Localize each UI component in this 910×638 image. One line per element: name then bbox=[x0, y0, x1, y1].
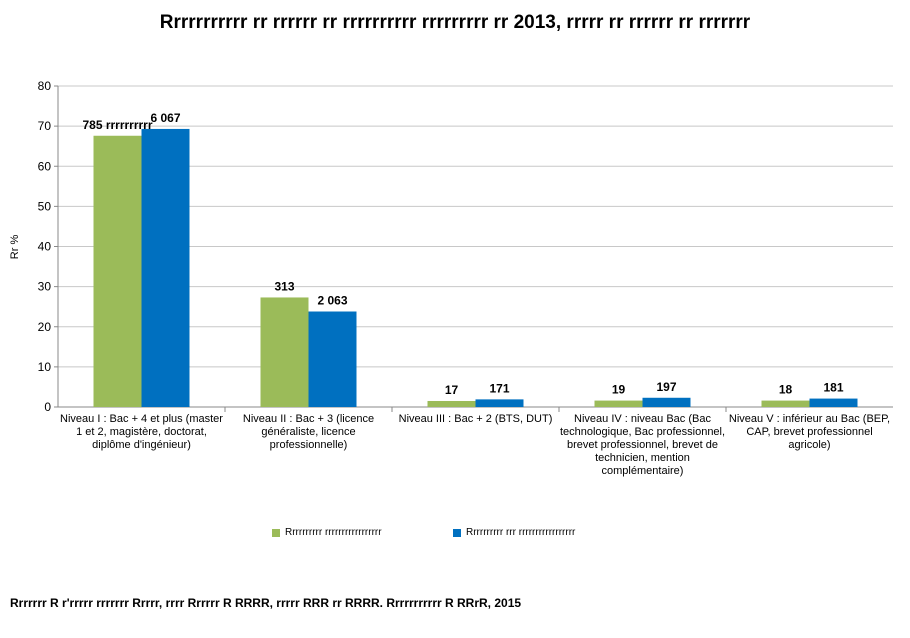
y-tick-label: 20 bbox=[38, 320, 52, 334]
y-tick-label: 0 bbox=[44, 400, 51, 414]
y-tick-label: 30 bbox=[38, 280, 52, 294]
bar-series-1 bbox=[260, 297, 309, 407]
data-label: 6 067 bbox=[150, 111, 180, 125]
y-axis-label: Rr % bbox=[9, 235, 21, 260]
x-tick-label: Niveau II : Bac + 3 (licence généraliste… bbox=[242, 413, 375, 451]
source-note: Rrrrrrr R r'rrrrr rrrrrrr Rrrrr, rrrr Rr… bbox=[10, 596, 522, 610]
y-tick-label: 40 bbox=[38, 240, 52, 254]
y-tick-label: 80 bbox=[38, 79, 52, 93]
gridlines bbox=[58, 85, 893, 368]
legend-item-series-1: Rrrrrrrrrr rrrrrrrrrrrrrrrrr bbox=[272, 527, 382, 538]
y-axis: 0 10 20 30 40 50 60 70 80 bbox=[38, 79, 893, 414]
x-tick-label: Niveau IV : niveau Bac (Bac technologiqu… bbox=[559, 413, 726, 477]
data-label: 19 bbox=[612, 383, 626, 397]
y-tick-label: 10 bbox=[38, 360, 52, 374]
legend-item-series-2: Rrrrrrrrrr rrr rrrrrrrrrrrrrrrrr bbox=[453, 527, 575, 538]
data-label: 785 rrrrrrrrrr bbox=[82, 118, 152, 132]
data-label: 17 bbox=[445, 383, 459, 397]
data-label: 18 bbox=[779, 383, 793, 397]
data-label: 171 bbox=[489, 381, 509, 395]
y-tick-label: 50 bbox=[38, 199, 52, 213]
bar-series-1 bbox=[93, 135, 142, 407]
x-tick-label: Niveau III : Bac + 2 (BTS, DUT) bbox=[398, 413, 553, 425]
legend-label-series-2: Rrrrrrrrrr rrr rrrrrrrrrrrrrrrrr bbox=[466, 527, 576, 538]
legend-swatch-series-1 bbox=[272, 528, 280, 537]
data-label: 197 bbox=[656, 380, 676, 394]
legend-swatch-series-2 bbox=[453, 528, 461, 537]
bar-chart: 0 10 20 30 40 50 60 70 80 785 rrrrrrrrrr 313 17 19 1… bbox=[9, 79, 893, 414]
bar-series-2 bbox=[308, 311, 357, 407]
bar-series-2 bbox=[642, 397, 691, 407]
y-tick-label: 70 bbox=[38, 119, 52, 133]
legend-label-series-1: Rrrrrrrrrr rrrrrrrrrrrrrrrrr bbox=[285, 527, 382, 538]
data-label: 181 bbox=[823, 381, 843, 395]
chart-title: Rrrrrrrrrrr rr rrrrrr rr rrrrrrrrrr rrrr… bbox=[159, 12, 751, 33]
bar-series-1 bbox=[594, 400, 643, 407]
data-labels: 785 rrrrrrrrrr 313 17 19 18 6 067 2 063 171 197 1… bbox=[82, 111, 843, 397]
bars bbox=[93, 128, 858, 407]
data-label: 313 bbox=[274, 279, 294, 293]
data-label: 2 063 bbox=[317, 294, 347, 308]
y-tick-label: 60 bbox=[38, 159, 52, 173]
bar-series-2 bbox=[475, 399, 524, 407]
x-tick-label: Niveau I : Bac + 4 et plus (master 1 et … bbox=[60, 413, 223, 451]
bar-series-2 bbox=[141, 128, 190, 407]
bar-series-1 bbox=[427, 400, 476, 407]
x-tick-label: Niveau V : inférieur au Bac (BEP, CAP, b… bbox=[728, 413, 891, 451]
bar-series-2 bbox=[809, 398, 858, 407]
bar-series-1 bbox=[761, 400, 810, 407]
